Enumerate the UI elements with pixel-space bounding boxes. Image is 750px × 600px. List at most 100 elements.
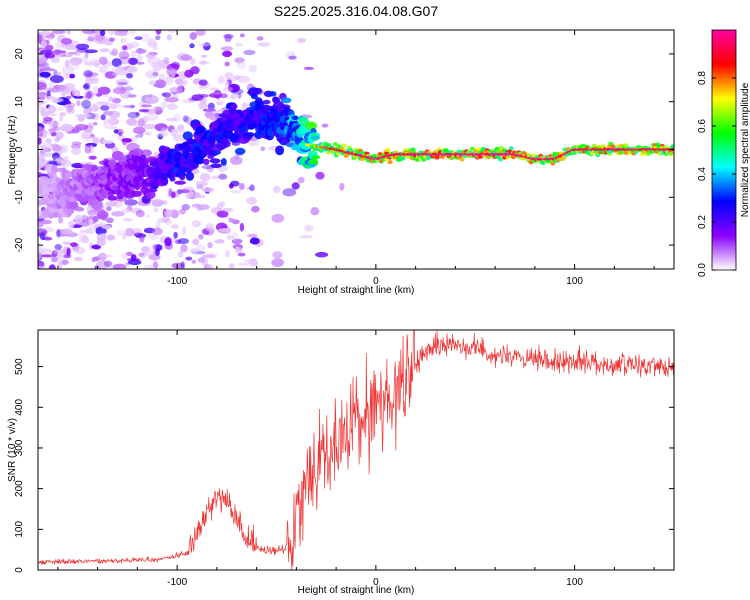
snr-ytick-label: 500 <box>14 358 25 375</box>
spectrogram-noise-cell <box>189 43 195 49</box>
spectrogram-ytick-label: 0 <box>14 146 25 152</box>
spectrogram-noise-cell <box>91 113 100 121</box>
spectrogram-noise-cell <box>196 184 204 190</box>
spectrogram-noise-cell <box>111 211 125 217</box>
spectrogram-noise-cell <box>237 252 246 257</box>
spectrogram-noise-cell <box>115 79 129 86</box>
spectrogram-noise-cell <box>38 137 42 145</box>
spectrogram-noise-cell <box>74 246 86 255</box>
spectrogram-noise-cell <box>39 71 51 78</box>
spectrogram-noise-cell <box>237 262 249 266</box>
spectrogram-noise-cell <box>220 201 226 207</box>
spectrogram-noise-cell <box>88 242 94 251</box>
spectrogram-ridge-cell <box>131 148 144 157</box>
spectrogram-noise-cell <box>205 223 215 232</box>
spectrogram-noise-cell <box>83 61 95 66</box>
spectrogram-noise-cell <box>38 89 42 95</box>
spectrogram-noise-cell <box>87 93 98 97</box>
spectrogram-noise-cell <box>191 259 197 264</box>
spectrogram-noise-cell <box>76 100 81 107</box>
spectrogram-noise-cell <box>62 54 73 58</box>
spectrogram-noise-cell <box>43 68 55 72</box>
spectrogram-ridge-cell <box>203 158 210 165</box>
spectrogram-noise-cell <box>177 238 189 245</box>
spectrogram-noise-cell <box>192 220 201 228</box>
spectrogram-noise-cell <box>198 60 211 65</box>
spectrogram-noise-cell <box>47 37 53 41</box>
spectrogram-noise-cell <box>48 105 57 114</box>
spectrogram-noise-cell <box>315 171 325 180</box>
spectrogram-noise-cell <box>49 120 59 129</box>
spectrogram-noise-cell <box>249 237 260 245</box>
spectrogram-noise-cell <box>248 140 260 147</box>
spectrogram-noise-cell <box>51 132 57 137</box>
spectrogram-noise-cell <box>243 259 258 263</box>
spectrogram-noise-cell <box>64 87 70 95</box>
spectrogram-noise-cell <box>201 254 216 259</box>
spectrogram-noise-cell <box>220 46 234 51</box>
spectrogram-noise-cell <box>100 114 106 121</box>
spectrogram-ridge-cell <box>311 155 321 160</box>
spectrogram-noise-cell <box>54 50 67 54</box>
spectrogram-noise-cell <box>108 51 117 56</box>
spectrogram-noise-cell <box>127 111 140 119</box>
spectrogram-noise-cell <box>303 66 314 70</box>
spectrogram-noise-cell <box>52 120 58 129</box>
spectrogram-ridge-cell <box>229 103 238 110</box>
spectrogram-xtick-label: -100 <box>167 276 187 287</box>
spectrogram-noise-cell <box>234 42 244 47</box>
spectrogram-noise-cell <box>121 253 129 259</box>
spectrogram-noise-cell <box>135 61 145 65</box>
spectrogram-noise-cell <box>103 120 108 128</box>
spectrogram-noise-cell <box>189 58 196 65</box>
spectrogram-noise-cell <box>242 102 251 107</box>
spectrogram-noise-cell <box>189 32 197 40</box>
spectrogram-noise-cell <box>38 102 41 107</box>
spectrogram-ridge-cell <box>169 176 176 182</box>
spectrogram-noise-cell <box>38 58 48 64</box>
spectrogram-noise-cell <box>121 208 131 213</box>
spectrogram-noise-cell <box>98 66 108 74</box>
spectrogram-noise-cell <box>257 42 271 47</box>
spectrogram-noise-cell <box>105 125 118 130</box>
spectrogram-noise-cell <box>197 43 211 47</box>
spectrogram-noise-cell <box>158 73 166 81</box>
spectrogram-noise-cell <box>38 160 45 169</box>
spectrogram-noise-cell <box>223 86 233 92</box>
spectrogram-noise-cell <box>176 85 183 94</box>
spectrogram-cells <box>38 30 674 269</box>
spectrogram-noise-cell <box>225 250 231 258</box>
spectrogram-ridge-cell <box>243 132 255 137</box>
spectrogram-noise-cell <box>112 87 127 95</box>
spectrogram-xtick-label: 0 <box>373 276 379 287</box>
spectrogram-noise-cell <box>82 95 95 101</box>
spectrogram-noise-cell <box>180 261 185 269</box>
spectrogram-ridge-cell <box>194 157 205 165</box>
spectrogram-noise-cell <box>43 87 55 92</box>
spectrogram-ridge-cell <box>414 157 420 162</box>
spectrogram-noise-cell <box>74 256 83 262</box>
spectrogram-noise-cell <box>118 104 123 109</box>
spectrogram-noise-cell <box>61 66 74 75</box>
spectrogram-ridge-cell <box>550 161 556 166</box>
spectrogram-noise-cell <box>72 88 78 97</box>
spectrogram-noise-cell <box>232 232 239 241</box>
spectrogram-noise-cell <box>143 116 150 123</box>
spectrogram-ridge-cell <box>311 135 321 140</box>
spectrogram-ridge-cell <box>280 97 292 104</box>
spectrogram-noise-cell <box>104 71 117 79</box>
spectrogram-noise-cell <box>56 160 69 165</box>
spectrogram-ridge-cell <box>469 146 475 151</box>
spectrogram-noise-cell <box>64 45 78 50</box>
spectrogram-noise-cell <box>93 60 100 68</box>
spectrogram-noise-cell <box>197 204 210 211</box>
spectrogram-ridge-cell <box>115 165 125 173</box>
spectrogram-noise-cell <box>74 223 79 228</box>
spectrogram-noise-cell <box>184 69 194 78</box>
spectrogram-noise-cell <box>130 50 137 57</box>
spectrogram-noise-cell <box>151 106 165 111</box>
spectrogram-ridge-cell <box>161 179 168 185</box>
spectrogram-noise-cell <box>112 97 122 104</box>
spectrogram-noise-cell <box>92 136 100 145</box>
spectrogram-noise-cell <box>39 49 54 55</box>
